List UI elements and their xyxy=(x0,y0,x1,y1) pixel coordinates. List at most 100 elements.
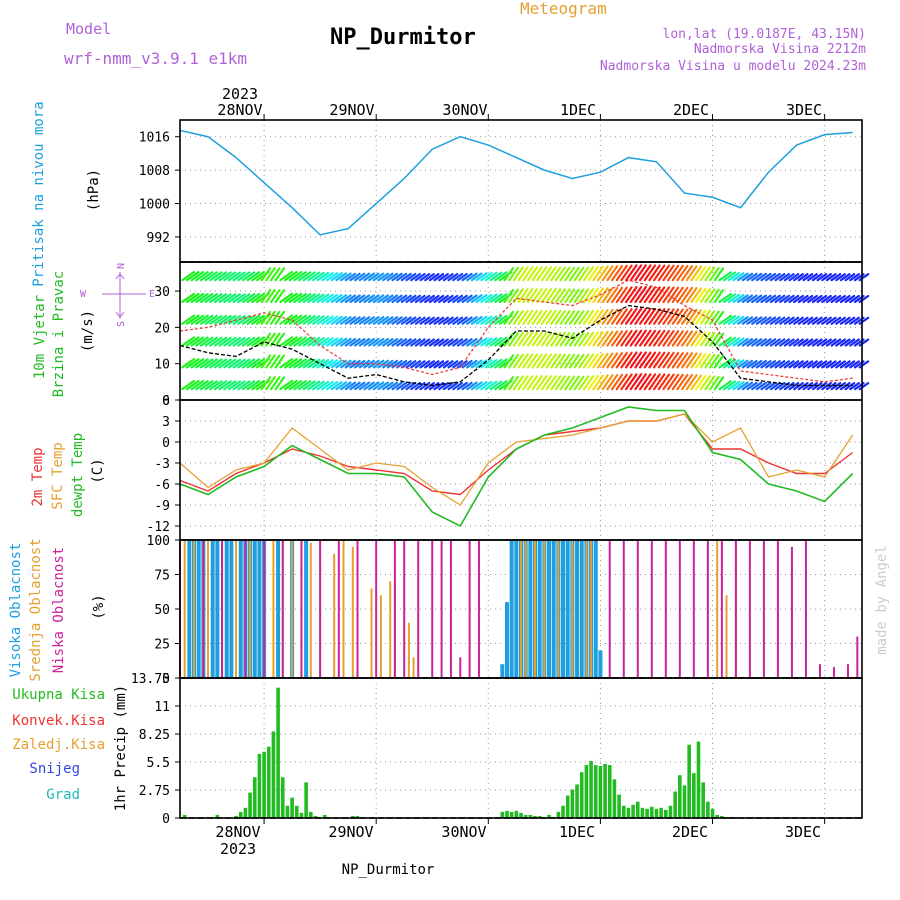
wind-barb-817 xyxy=(816,360,828,369)
precip-ytick-0: 0 xyxy=(162,812,170,827)
wind-barb-477 xyxy=(550,309,562,325)
wind-barb-369 xyxy=(466,316,478,325)
precip-ytick-4: 11 xyxy=(154,700,170,715)
wind-barb-627 xyxy=(667,308,680,325)
wind-barb-280 xyxy=(396,294,408,304)
cloud-bar-1-15 xyxy=(351,546,354,678)
pressure-title-group: Pritisak na nivou mora (hPa) xyxy=(31,101,102,286)
wind-barb-569 xyxy=(620,264,633,282)
wind-barb-774 xyxy=(783,381,795,391)
wind-barb-556 xyxy=(610,286,624,304)
wind-barb-767 xyxy=(774,272,786,282)
pressure-frame xyxy=(179,119,863,263)
cloud-bar-1-1 xyxy=(193,540,196,678)
wind-barb-216 xyxy=(349,381,361,391)
cloud-bar-2-2 xyxy=(221,540,224,678)
cloud-bar-0-31 xyxy=(565,540,570,678)
wind-barb-703 xyxy=(727,359,741,369)
wind-barb-285 xyxy=(400,316,412,325)
wind-barb-559 xyxy=(615,351,628,369)
cloud-bar-1-4 xyxy=(235,540,238,678)
wind-barb-631 xyxy=(671,352,684,369)
wind-barb-660 xyxy=(695,374,707,391)
wind-barb-745 xyxy=(760,359,772,369)
wind-barb-723 xyxy=(741,316,754,325)
cloud-bar-0-30 xyxy=(561,540,566,678)
precip-bar-27 xyxy=(519,812,523,818)
top-date-2dec: 2DEC xyxy=(673,101,709,119)
wind-barb-316 xyxy=(424,294,435,304)
wind-barb-656 xyxy=(690,330,703,347)
precip-bar-53 xyxy=(649,806,654,818)
wind-barb-747 xyxy=(760,316,772,325)
wind-barb-473 xyxy=(545,266,557,282)
wind-barb-322 xyxy=(428,294,440,304)
wind-barb-821 xyxy=(816,273,828,282)
wind-barb-349 xyxy=(452,360,464,369)
wind-barb-699 xyxy=(723,315,737,325)
wind-barb-449 xyxy=(526,266,539,282)
wind-barb-353 xyxy=(452,272,464,282)
wind-barb-191 xyxy=(326,272,339,282)
wind-barb-811 xyxy=(811,360,823,369)
wind-barb-325 xyxy=(433,360,445,369)
wind-barb-470 xyxy=(545,331,557,347)
wind-barb-346 xyxy=(447,294,459,304)
wind-barb-672 xyxy=(704,375,716,391)
cloud-ytick-3: 75 xyxy=(154,569,170,584)
wind-barb-682 xyxy=(709,288,720,304)
wind-barb-263 xyxy=(382,272,394,282)
cloud-ytick-1: 25 xyxy=(154,638,170,653)
cloud-bar-0-25 xyxy=(537,540,542,678)
bottom-date-2dec: 2DEC xyxy=(672,823,708,841)
wind-barb-427 xyxy=(512,353,524,369)
cloud-bar-0-11 xyxy=(252,540,257,678)
wind-barb-332 xyxy=(438,338,449,347)
station-title: NP_Durmitor xyxy=(330,25,476,50)
wind-barb-327 xyxy=(433,316,445,325)
wind-barb-407 xyxy=(494,271,508,282)
wind-barb-646 xyxy=(681,286,694,304)
wind-barb-43 xyxy=(213,358,228,369)
wind-barb-663 xyxy=(695,309,707,325)
wind-barb-169 xyxy=(312,358,325,369)
wind-barb-444 xyxy=(526,375,539,391)
wind-barb-78 xyxy=(241,380,256,391)
wind-barb-837 xyxy=(830,316,842,325)
wind-barb-386 xyxy=(480,337,493,347)
wind-barb-55 xyxy=(223,358,237,369)
wind-barb-687 xyxy=(713,310,725,325)
compass-legend: W E N S xyxy=(80,263,155,327)
wind-barb-649 xyxy=(685,352,698,369)
cloud-bar-1-11 xyxy=(309,542,312,678)
wind-barb-596 xyxy=(643,329,657,347)
wind-barb-207 xyxy=(340,316,352,325)
wind-barb-636 xyxy=(676,373,689,391)
wind-barb-380 xyxy=(475,337,488,347)
wind-barb-428 xyxy=(512,331,524,347)
wind-barb-426 xyxy=(512,375,524,391)
model-elevation-label: Nadmorska Visina u modelu 2024.23m xyxy=(600,59,866,74)
cloud-bar-2-12 xyxy=(403,540,406,678)
wind-barb-217 xyxy=(349,359,361,369)
wind-barb-769 xyxy=(779,360,791,369)
cloud-bar-2-34 xyxy=(804,540,807,678)
wind-barb-533 xyxy=(592,265,604,282)
wind-barb-319 xyxy=(428,360,440,369)
wind-barb-584 xyxy=(634,329,647,347)
wind-barb-438 xyxy=(522,375,534,391)
wind-barb-658 xyxy=(690,287,703,304)
wind-barb-86 xyxy=(246,336,261,347)
wind-barb-59 xyxy=(223,271,237,282)
wind-barb-205 xyxy=(340,359,352,369)
wind-barb-645 xyxy=(681,308,694,325)
wind-ytick-0: 0 xyxy=(162,394,170,409)
wind-barb-478 xyxy=(550,288,562,304)
wind-barb-264 xyxy=(386,381,399,391)
meteogram-title: Meteogram xyxy=(520,0,607,18)
compass-e: E xyxy=(149,289,155,300)
wind-barb-738 xyxy=(755,381,767,391)
wind-barb-125 xyxy=(274,267,286,282)
wind-barb-653 xyxy=(685,265,698,282)
cloud-bar-1-26 xyxy=(557,540,560,678)
